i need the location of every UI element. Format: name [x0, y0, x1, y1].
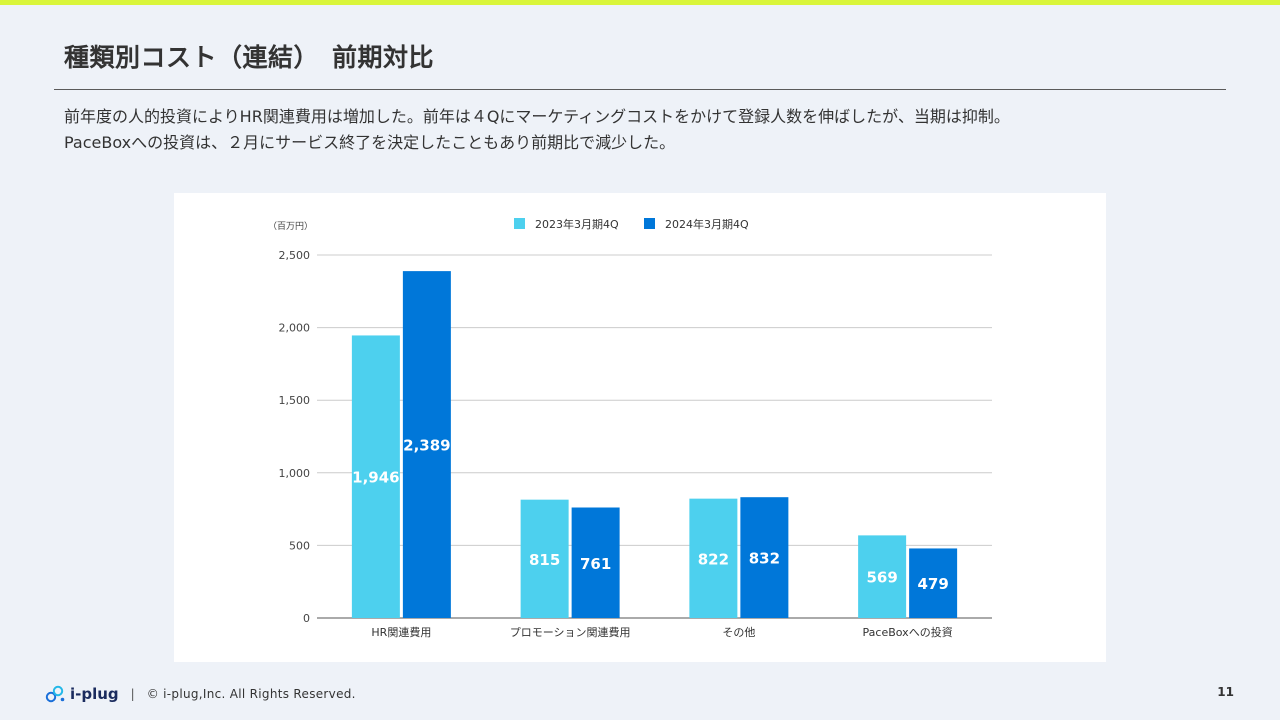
bar	[351, 335, 400, 618]
bar	[689, 498, 738, 618]
footer-separator: |	[130, 687, 135, 701]
description: 前年度の人的投資によりHR関連費用は増加した。前年は４Qにマーケティングコストを…	[64, 104, 1244, 156]
accent-top-bar	[0, 0, 1280, 5]
legend-label: 2023年3月期4Q	[535, 217, 619, 231]
data-label: 569	[866, 569, 897, 587]
title-divider	[54, 89, 1226, 90]
copyright: © i-plug,Inc. All Rights Reserved.	[146, 687, 356, 701]
bar	[402, 271, 451, 618]
data-label: 832	[749, 550, 780, 568]
bar-chart: 0 500 1,000 1,500 2,000 2,500 （百万円） 2023年3月期4Q 2…	[268, 217, 992, 639]
x-tick-label: その他	[722, 626, 755, 639]
legend-swatch	[644, 218, 655, 229]
bar	[740, 497, 789, 618]
legend-label: 2024年3月期4Q	[665, 217, 749, 231]
data-label: 1,946	[352, 469, 399, 487]
bar	[520, 499, 569, 618]
description-line-1: 前年度の人的投資によりHR関連費用は増加した。前年は４Qにマーケティングコストを…	[64, 107, 1010, 126]
i-plug-logo-icon	[45, 685, 65, 703]
y-tick-label: 1,500	[279, 394, 311, 407]
page-number: 11	[1217, 685, 1234, 699]
x-tick-label: プロモーション関連費用	[510, 625, 631, 639]
chart-panel: 0 500 1,000 1,500 2,000 2,500 （百万円） 2023年3月期4Q 2…	[174, 193, 1106, 662]
logo-text: i-plug	[70, 685, 119, 703]
data-label: 479	[917, 575, 948, 593]
data-label: 761	[580, 555, 611, 573]
page-title: 種類別コスト（連結） 前期対比	[64, 43, 435, 72]
bar	[858, 535, 907, 618]
data-label: 822	[698, 550, 729, 568]
y-tick-label: 1,000	[279, 467, 311, 480]
bar	[909, 548, 958, 618]
legend-swatch	[514, 218, 525, 229]
footer: i-plug | © i-plug,Inc. All Rights Reserv…	[44, 683, 356, 705]
data-label: 815	[529, 551, 560, 569]
data-label: 2,389	[403, 437, 450, 455]
y-tick-label: 0	[303, 612, 310, 625]
y-tick-label: 500	[289, 539, 310, 552]
description-line-2: PaceBoxへの投資は、２月にサービス終了を決定したこともあり前期比で減少した…	[64, 133, 676, 152]
x-tick-label: HR関連費用	[371, 625, 431, 639]
x-tick-label: PaceBoxへの投資	[863, 625, 953, 639]
bar	[571, 507, 620, 618]
y-tick-label: 2,500	[279, 249, 311, 262]
y-unit-label: （百万円）	[268, 221, 313, 232]
y-tick-label: 2,000	[279, 322, 311, 335]
